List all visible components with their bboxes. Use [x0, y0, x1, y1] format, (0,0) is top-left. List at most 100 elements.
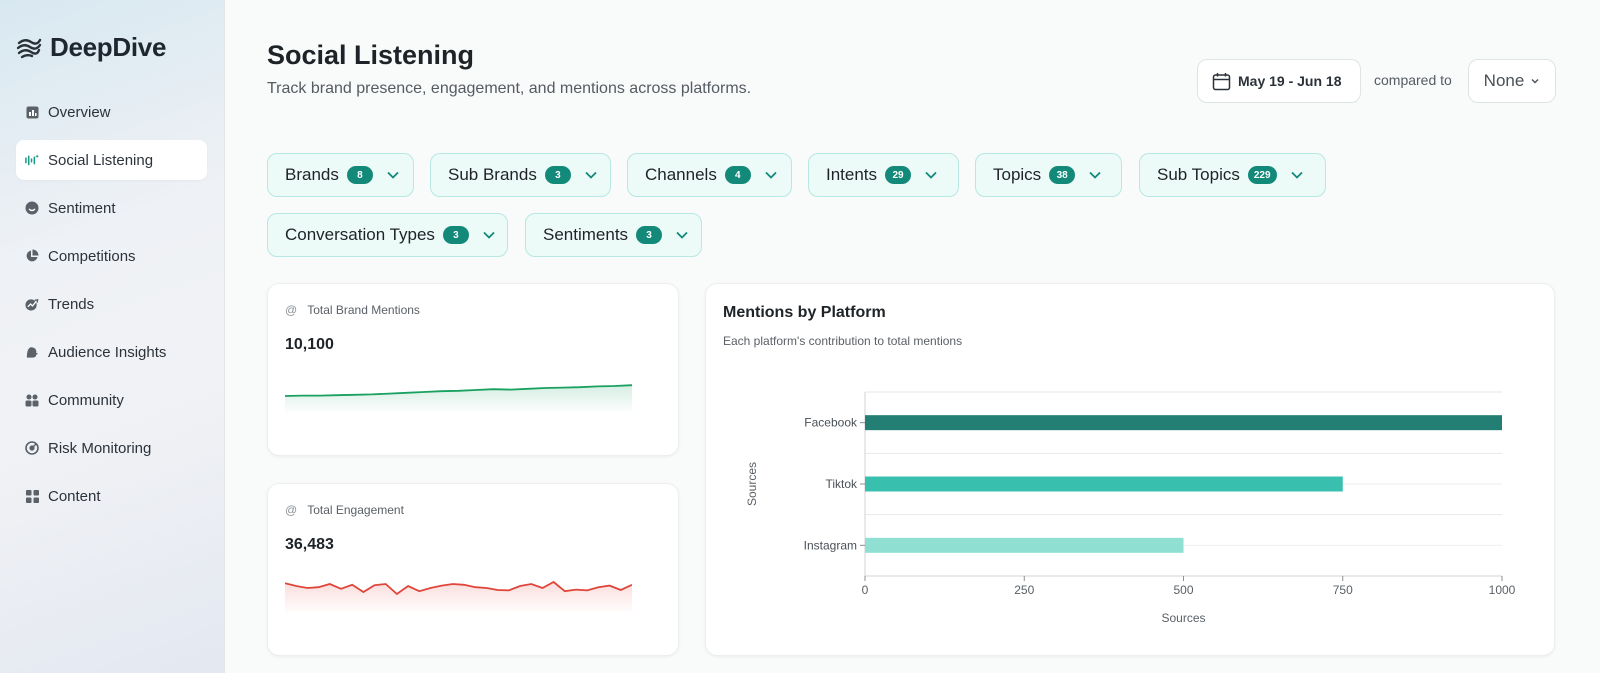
sidebar-item-competitions[interactable]: Competitions [16, 236, 207, 276]
sparkline-area [285, 385, 632, 414]
page-title: Social Listening [267, 40, 475, 70]
y-tick-label: Tiktok [825, 477, 858, 491]
filter-channels[interactable]: Channels 4 [627, 153, 792, 197]
sidebar-item-label: Community [48, 391, 124, 409]
filter-conversation-types[interactable]: Conversation Types 3 [267, 213, 508, 257]
sidebar-item-social-listening[interactable]: Social Listening [16, 140, 207, 180]
filter-intents[interactable]: Intents 29 [808, 153, 959, 197]
filter-sub-topics[interactable]: Sub Topics 229 [1139, 153, 1326, 197]
sidebar-item-label: Competitions [48, 247, 136, 265]
logo-icon [16, 38, 42, 59]
filter-label: Intents [826, 165, 878, 184]
social-listening-icon [25, 153, 39, 167]
chart-title: Mentions by Platform [723, 304, 886, 321]
sidebar-item-content[interactable]: Content [16, 476, 207, 516]
sidebar: DeepDive Overview Social Listening Senti… [0, 0, 225, 673]
filter-count-badge: 8 [346, 166, 373, 184]
sidebar-item-community[interactable]: Community [16, 380, 207, 420]
compare-select-value: None [1483, 71, 1525, 90]
filter-label: Brands [285, 165, 339, 184]
x-tick-label: 250 [1014, 583, 1034, 597]
x-tick-label: 1000 [1489, 583, 1516, 597]
filter-topics[interactable]: Topics 38 [975, 153, 1122, 197]
at-icon: @ [285, 303, 298, 317]
overview-icon [25, 105, 39, 119]
x-tick-label: 750 [1333, 583, 1353, 597]
chart-subtitle: Each platform's contribution to total me… [723, 334, 963, 348]
mentions-by-platform-card: Facebook Tiktok Instagram 0 250 500 750 1000 Sou… [705, 283, 1555, 656]
chevron-down-icon [1531, 79, 1539, 84]
filter-brands[interactable]: Brands 8 [267, 153, 414, 197]
filter-count-badge: 29 [885, 166, 912, 184]
filter-sub-brands[interactable]: Sub Brands 3 [430, 153, 611, 197]
chevron-down-icon [483, 231, 495, 239]
sidebar-item-audience-insights[interactable]: Audience Insights [16, 332, 207, 372]
y-tick-label: Instagram [804, 538, 857, 552]
filter-count-badge: 38 [1049, 166, 1076, 184]
filter-count-badge: 3 [544, 166, 571, 184]
sparkline-line [285, 384, 632, 397]
stat-value: 36,483 [285, 536, 334, 553]
date-range-label: May 19 - Jun 18 [1238, 73, 1342, 89]
compare-select[interactable]: None [1468, 59, 1556, 103]
chevron-down-icon [585, 171, 597, 179]
mentions-by-platform-chart: Facebook Tiktok Instagram 0 250 500 750 1000 Sou… [745, 391, 1516, 625]
stat-label: @ Total Brand Mentions [285, 303, 420, 317]
page-subtitle: Track brand presence, engagement, and me… [267, 80, 752, 97]
filter-label: Sub Brands [448, 165, 537, 184]
x-tick-label: 500 [1173, 583, 1193, 597]
sidebar-item-overview[interactable]: Overview [16, 92, 207, 132]
app-name: DeepDive [50, 31, 167, 62]
sidebar-item-label: Sentiment [48, 199, 116, 217]
y-tick-label: Facebook [804, 416, 858, 430]
compared-to-label: compared to [1374, 72, 1452, 88]
audience-icon [25, 345, 39, 359]
date-range-picker[interactable]: May 19 - Jun 18 [1197, 59, 1361, 103]
sparkline-area [285, 582, 632, 614]
chevron-down-icon [1290, 171, 1303, 179]
stat-value: 10,100 [285, 336, 334, 353]
engagement-sparkline [285, 580, 632, 614]
sidebar-item-label: Overview [48, 103, 111, 121]
mentions-sparkline [285, 384, 632, 414]
bar-tiktok[interactable] [865, 476, 1343, 492]
app-logo[interactable]: DeepDive [16, 30, 166, 64]
chevron-down-icon [387, 171, 399, 179]
chevron-down-icon [765, 171, 777, 179]
x-axis-title: Sources [1161, 611, 1205, 625]
calendar-icon [1212, 72, 1231, 90]
sidebar-item-sentiment[interactable]: Sentiment [16, 188, 207, 228]
filter-label: Conversation Types [285, 225, 435, 244]
at-icon: @ [285, 503, 298, 517]
filter-label: Sentiments [543, 225, 629, 244]
filter-label: Channels [645, 165, 717, 184]
sentiment-icon [25, 201, 39, 215]
pie-chart-icon [25, 249, 39, 263]
bar-instagram[interactable] [865, 537, 1184, 553]
stat-label-text: Total Brand Mentions [307, 303, 420, 317]
risk-icon [25, 441, 39, 455]
chevron-down-icon [1089, 171, 1101, 179]
trends-icon [25, 297, 39, 311]
sidebar-item-risk-monitoring[interactable]: Risk Monitoring [16, 428, 207, 468]
chevron-down-icon [925, 171, 937, 179]
stat-label-text: Total Engagement [307, 503, 404, 517]
filter-count-badge: 4 [724, 166, 751, 184]
stat-label: @ Total Engagement [285, 503, 404, 517]
filter-sentiments[interactable]: Sentiments 3 [525, 213, 702, 257]
filter-count-badge: 3 [442, 226, 469, 244]
sidebar-item-label: Trends [48, 295, 95, 313]
x-tick-label: 0 [862, 583, 869, 597]
filter-label: Sub Topics [1157, 165, 1240, 184]
bar-facebook[interactable] [865, 415, 1502, 431]
filter-label: Topics [993, 165, 1042, 184]
stat-card-brand-mentions: @ Total Brand Mentions 10,100 [267, 283, 679, 456]
sidebar-item-trends[interactable]: Trends [16, 284, 207, 324]
filter-count-badge: 3 [636, 226, 663, 244]
grid-icon [25, 489, 39, 503]
sidebar-nav: Overview Social Listening Sentiment Comp… [16, 92, 207, 524]
sidebar-item-label: Audience Insights [48, 343, 167, 361]
sidebar-item-label: Risk Monitoring [48, 439, 152, 457]
sidebar-item-label: Social Listening [48, 151, 154, 169]
y-axis-title: Sources [745, 462, 759, 506]
